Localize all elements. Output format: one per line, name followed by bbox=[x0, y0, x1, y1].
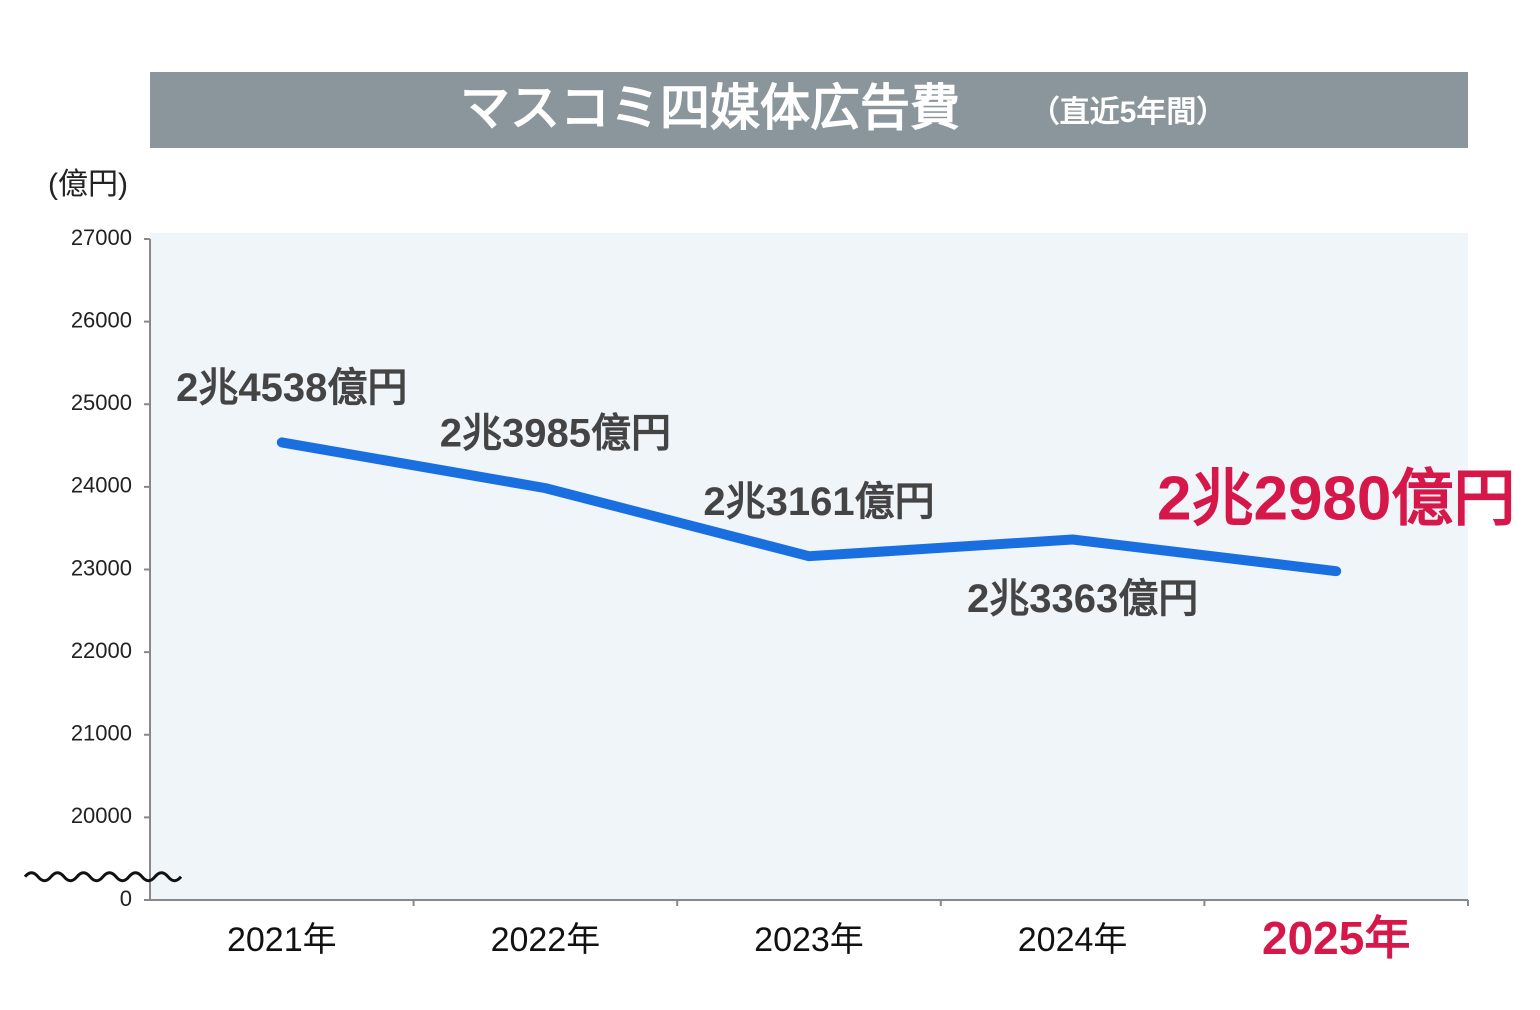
y-tick-label: 21000 bbox=[71, 721, 132, 746]
data-label: 2兆3161億円 bbox=[703, 480, 934, 524]
x-tick-label: 2025年 bbox=[1262, 912, 1410, 964]
title-bar bbox=[150, 72, 1468, 148]
y-axis-label: (億円) bbox=[48, 168, 128, 201]
chart-title: マスコミ四媒体広告費 bbox=[460, 80, 960, 136]
x-tick-label: 2024年 bbox=[1018, 921, 1128, 959]
data-label: 2兆3985億円 bbox=[440, 412, 671, 456]
line bbox=[276, 437, 1342, 577]
data-label: 2兆4538億円 bbox=[176, 366, 407, 410]
x-tick-label: 2021年 bbox=[227, 921, 337, 959]
y-tick-label: 25000 bbox=[71, 390, 132, 415]
data-label: 2兆2980億円 bbox=[1157, 465, 1515, 534]
chart-subtitle: （直近5年間） bbox=[1030, 95, 1227, 129]
y-tick-label: 26000 bbox=[71, 307, 132, 332]
data-label: 2兆3363億円 bbox=[967, 577, 1198, 621]
y-tick-label: 22000 bbox=[71, 638, 132, 663]
y-tick-label: 27000 bbox=[71, 225, 132, 250]
y-tick-label: 0 bbox=[120, 886, 132, 911]
y-tick-label: 24000 bbox=[71, 473, 132, 498]
y-tick-label: 20000 bbox=[71, 803, 132, 828]
plot-area bbox=[150, 233, 1468, 900]
x-tick-label: 2022年 bbox=[491, 921, 601, 959]
x-tick-label: 2023年 bbox=[754, 921, 864, 959]
y-tick-label: 23000 bbox=[71, 555, 132, 580]
axis-break bbox=[23, 871, 183, 883]
